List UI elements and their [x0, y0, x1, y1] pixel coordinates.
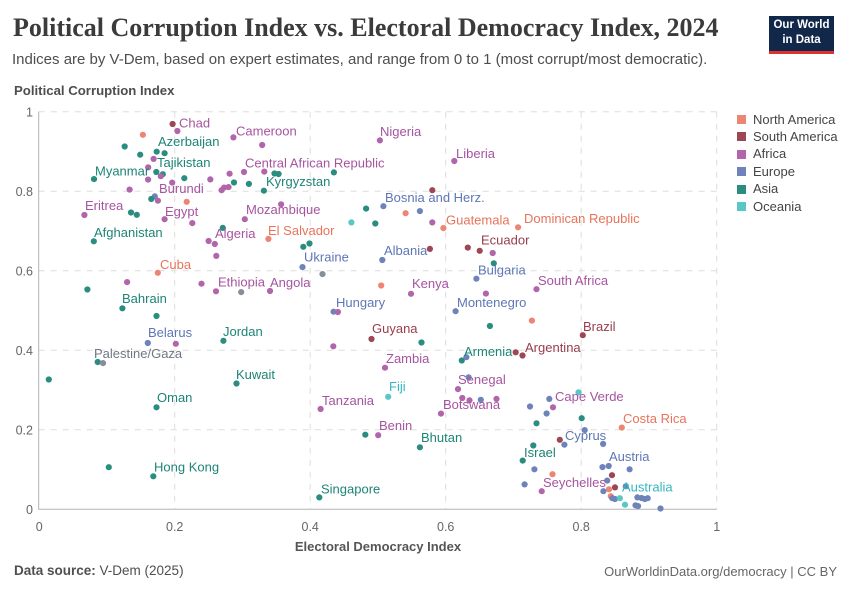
- svg-text:Afghanistan: Afghanistan: [94, 225, 163, 240]
- svg-text:Algeria: Algeria: [215, 226, 256, 241]
- svg-text:Kuwait: Kuwait: [236, 367, 275, 382]
- svg-text:Nigeria: Nigeria: [380, 124, 422, 139]
- svg-text:Senegal: Senegal: [458, 372, 506, 387]
- svg-text:Cyprus: Cyprus: [565, 428, 607, 443]
- svg-text:Brazil: Brazil: [583, 319, 616, 334]
- svg-text:Tanzania: Tanzania: [322, 393, 375, 408]
- svg-text:0.6: 0.6: [437, 520, 454, 534]
- svg-text:Hungary: Hungary: [336, 295, 386, 310]
- svg-text:Fiji: Fiji: [389, 379, 406, 394]
- svg-text:Hong Kong: Hong Kong: [154, 460, 219, 475]
- svg-text:1: 1: [713, 520, 720, 534]
- svg-text:Oman: Oman: [157, 390, 192, 405]
- svg-text:0.2: 0.2: [16, 423, 33, 437]
- svg-text:Australia: Australia: [622, 480, 673, 495]
- svg-text:Bosnia and Herz.: Bosnia and Herz.: [385, 190, 485, 205]
- svg-text:Guyana: Guyana: [372, 321, 418, 336]
- svg-text:Egypt: Egypt: [165, 204, 199, 219]
- svg-text:Costa Rica: Costa Rica: [623, 411, 687, 426]
- svg-text:Cape Verde: Cape Verde: [555, 389, 624, 404]
- svg-text:1: 1: [26, 105, 33, 119]
- svg-text:Austria: Austria: [609, 449, 650, 464]
- svg-text:Tajikistan: Tajikistan: [157, 155, 210, 170]
- svg-text:Myanmar: Myanmar: [95, 164, 150, 179]
- svg-text:Central African Republic: Central African Republic: [245, 156, 385, 171]
- svg-text:Zambia: Zambia: [386, 351, 430, 366]
- svg-text:Bhutan: Bhutan: [421, 430, 462, 445]
- svg-text:Electoral Democracy Index: Electoral Democracy Index: [295, 539, 462, 554]
- svg-text:Azerbaijan: Azerbaijan: [158, 134, 219, 149]
- svg-text:Bahrain: Bahrain: [122, 291, 167, 306]
- svg-text:El Salvador: El Salvador: [268, 223, 335, 238]
- svg-text:Benin: Benin: [379, 418, 412, 433]
- svg-text:Ecuador: Ecuador: [481, 233, 530, 248]
- svg-text:Chad: Chad: [179, 116, 210, 131]
- svg-text:Eritrea: Eritrea: [85, 198, 124, 213]
- svg-text:Armenia: Armenia: [464, 344, 513, 359]
- svg-text:Ethiopia: Ethiopia: [218, 275, 266, 290]
- svg-text:Ukraine: Ukraine: [304, 250, 349, 265]
- svg-text:Palestine/Gaza: Palestine/Gaza: [94, 346, 183, 361]
- svg-text:0: 0: [26, 503, 33, 517]
- svg-text:Cuba: Cuba: [160, 257, 192, 272]
- svg-text:Mozambique: Mozambique: [246, 202, 320, 217]
- svg-text:0.8: 0.8: [573, 520, 590, 534]
- svg-text:Seychelles: Seychelles: [543, 475, 606, 490]
- svg-text:0.6: 0.6: [16, 264, 33, 278]
- svg-text:Kyrgyzstan: Kyrgyzstan: [266, 174, 330, 189]
- svg-text:Dominican Republic: Dominican Republic: [524, 211, 640, 226]
- svg-text:0.4: 0.4: [16, 344, 33, 358]
- svg-text:Belarus: Belarus: [148, 325, 193, 340]
- svg-text:0.8: 0.8: [16, 185, 33, 199]
- svg-text:Cameroon: Cameroon: [236, 124, 297, 139]
- svg-text:Montenegro: Montenegro: [457, 295, 526, 310]
- svg-text:0.4: 0.4: [302, 520, 319, 534]
- svg-text:Liberia: Liberia: [456, 146, 496, 161]
- svg-text:0: 0: [36, 520, 43, 534]
- svg-text:Guatemala: Guatemala: [446, 213, 510, 228]
- svg-text:Albania: Albania: [384, 243, 428, 258]
- svg-text:Argentina: Argentina: [525, 340, 581, 355]
- svg-text:Israel: Israel: [524, 445, 556, 460]
- svg-text:Angola: Angola: [270, 275, 311, 290]
- svg-text:Singapore: Singapore: [321, 482, 380, 497]
- svg-text:South Africa: South Africa: [538, 273, 609, 288]
- svg-text:Bulgaria: Bulgaria: [478, 263, 526, 278]
- svg-text:Kenya: Kenya: [412, 276, 450, 291]
- svg-text:Jordan: Jordan: [223, 324, 263, 339]
- svg-text:Botswana: Botswana: [443, 397, 501, 412]
- svg-text:0.2: 0.2: [166, 520, 183, 534]
- svg-text:Burundi: Burundi: [159, 181, 204, 196]
